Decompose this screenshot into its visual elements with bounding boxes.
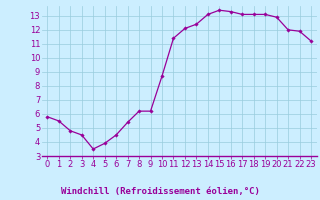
Text: Windchill (Refroidissement éolien,°C): Windchill (Refroidissement éolien,°C) bbox=[60, 187, 260, 196]
